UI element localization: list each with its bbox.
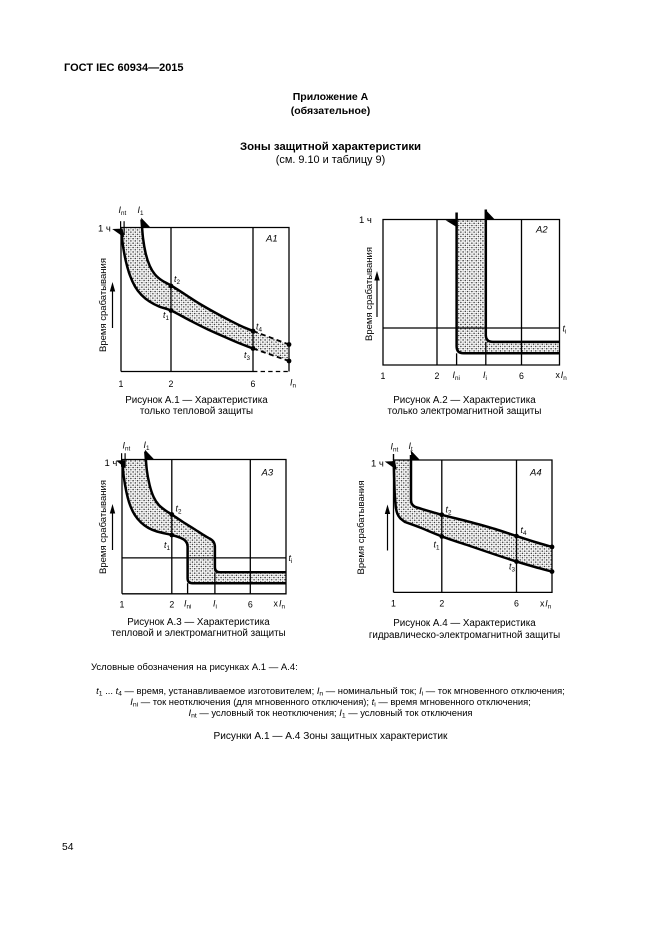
svg-text:I1: I1: [144, 440, 150, 452]
svg-text:t1: t1: [434, 540, 440, 552]
svg-text:Int: Int: [391, 442, 399, 454]
svg-text:1 ч: 1 ч: [98, 224, 111, 235]
svg-text:A4: A4: [529, 468, 542, 479]
svg-text:x: x: [274, 599, 279, 609]
svg-text:ti: ti: [563, 324, 567, 336]
svg-text:t4: t4: [256, 322, 262, 334]
svg-text:1: 1: [391, 599, 396, 609]
svg-text:It: It: [409, 441, 413, 453]
svg-text:Ini: Ini: [184, 599, 191, 611]
svg-text:A1: A1: [265, 234, 278, 245]
svg-text:In: In: [279, 599, 285, 611]
svg-text:1: 1: [119, 379, 124, 389]
svg-text:In: In: [290, 378, 296, 390]
svg-text:Время срабатывания: Время срабатывания: [98, 258, 109, 352]
svg-text:1 ч: 1 ч: [371, 459, 384, 470]
svg-text:6: 6: [248, 600, 253, 610]
svg-text:6: 6: [251, 379, 256, 389]
svg-text:x: x: [540, 599, 545, 609]
svg-text:Int: Int: [119, 205, 127, 217]
svg-text:t1: t1: [164, 540, 170, 552]
svg-text:ti: ti: [289, 553, 293, 565]
svg-text:In: In: [561, 370, 567, 382]
svg-text:Ini: Ini: [453, 370, 460, 382]
svg-text:Время срабатывания: Время срабатывания: [98, 480, 109, 574]
svg-text:2: 2: [435, 371, 440, 381]
svg-text:1 ч: 1 ч: [359, 215, 372, 226]
svg-text:Время срабатывания: Время срабатывания: [364, 247, 375, 341]
svg-text:I1: I1: [138, 205, 144, 217]
svg-text:Время срабатывания: Время срабатывания: [356, 481, 367, 575]
svg-text:In: In: [545, 599, 551, 611]
svg-text:2: 2: [169, 379, 174, 389]
svg-text:2: 2: [439, 599, 444, 609]
svg-text:t3: t3: [509, 562, 515, 574]
svg-text:t2: t2: [446, 505, 452, 517]
svg-text:t2: t2: [174, 274, 180, 286]
svg-text:Ii: Ii: [213, 599, 217, 611]
svg-text:t1: t1: [163, 310, 169, 322]
svg-text:1: 1: [381, 371, 386, 381]
svg-text:Int: Int: [123, 441, 131, 453]
svg-text:A2: A2: [535, 225, 548, 236]
svg-text:t3: t3: [244, 350, 250, 362]
svg-text:t2: t2: [176, 504, 182, 516]
svg-text:x: x: [556, 370, 561, 380]
svg-text:1: 1: [120, 600, 125, 610]
svg-text:6: 6: [519, 371, 524, 381]
svg-text:6: 6: [514, 599, 519, 609]
svg-text:Ii: Ii: [483, 370, 487, 382]
svg-text:1 ч: 1 ч: [105, 458, 118, 469]
svg-text:2: 2: [169, 600, 174, 610]
svg-text:t4: t4: [521, 525, 527, 537]
svg-text:A3: A3: [261, 468, 274, 479]
